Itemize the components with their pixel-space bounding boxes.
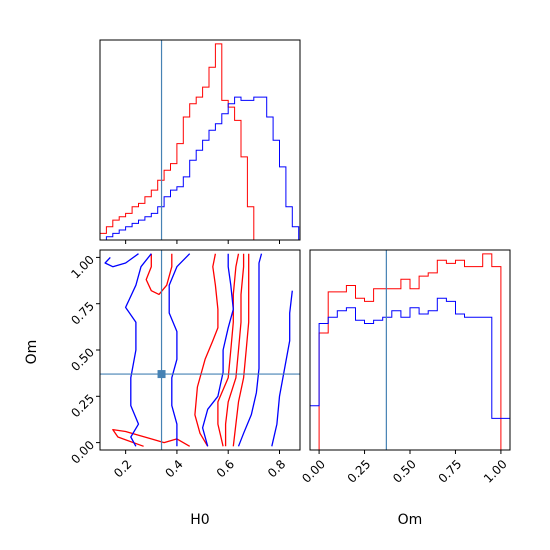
contour-series-2-line [237,253,263,447]
om-hist-x-tick-label: 0.50 [390,457,419,486]
x-axis-label-h0: H0 [190,512,209,528]
joint-y-tick-label: 0.00 [68,438,97,467]
contour-series-1-line [224,253,245,447]
joint-x-tick-label: 0.2 [111,457,134,480]
contour-series-2-line [104,253,139,268]
h0-om-contour-panel: 0.2 0.4 0.6 0.8 0.00 0.25 0.50 0.75 1.00 [68,249,301,480]
contour-series-1-line [217,253,240,447]
contour-series-2-line [168,253,191,447]
om-hist-series-2-step [310,297,510,450]
joint-x-tick-label: 0.8 [265,457,288,480]
joint-x-tick-label: 0.6 [214,457,237,480]
contour-series-1-line [145,253,173,296]
h0-histogram-panel [99,39,301,244]
joint-y-tick-label: 0.75 [68,299,97,328]
om-hist-x-tick-label: 1.00 [481,457,510,486]
h0-hist-series-1-step [100,43,255,240]
h0-hist-series-2-step [105,96,300,240]
contour-series-1-line [194,253,219,447]
contour-series-1-line [112,428,191,447]
joint-x-tick-label: 0.4 [162,457,185,480]
h0-hist-frame [99,39,301,241]
contour-series-2-line [124,253,152,447]
truth-marker [157,370,166,379]
om-histogram-panel: 0.00 0.25 0.50 0.75 1.00 [299,249,511,486]
joint-frame [99,249,301,451]
joint-plot-area [100,250,300,450]
om-hist-x-tick-label: 0.25 [345,457,374,486]
joint-y-tick-label: 0.25 [68,391,97,420]
contour-series-2-line [201,253,234,447]
contour-series-2-line [271,290,293,447]
h0-hist-plot-area [100,40,300,240]
om-hist-series-1-step [318,253,502,450]
om-hist-x-tick-label: 0.75 [436,457,465,486]
y-axis-label-om: Om [24,340,40,365]
joint-y-tick-label: 0.50 [68,345,97,374]
joint-y-tick-label: 1.00 [68,253,97,282]
contour-series-1-line [232,253,250,447]
om-hist-plot-area [310,250,510,450]
om-hist-x-tick-label: 0.00 [299,457,328,486]
x-axis-label-om: Om [398,512,423,528]
